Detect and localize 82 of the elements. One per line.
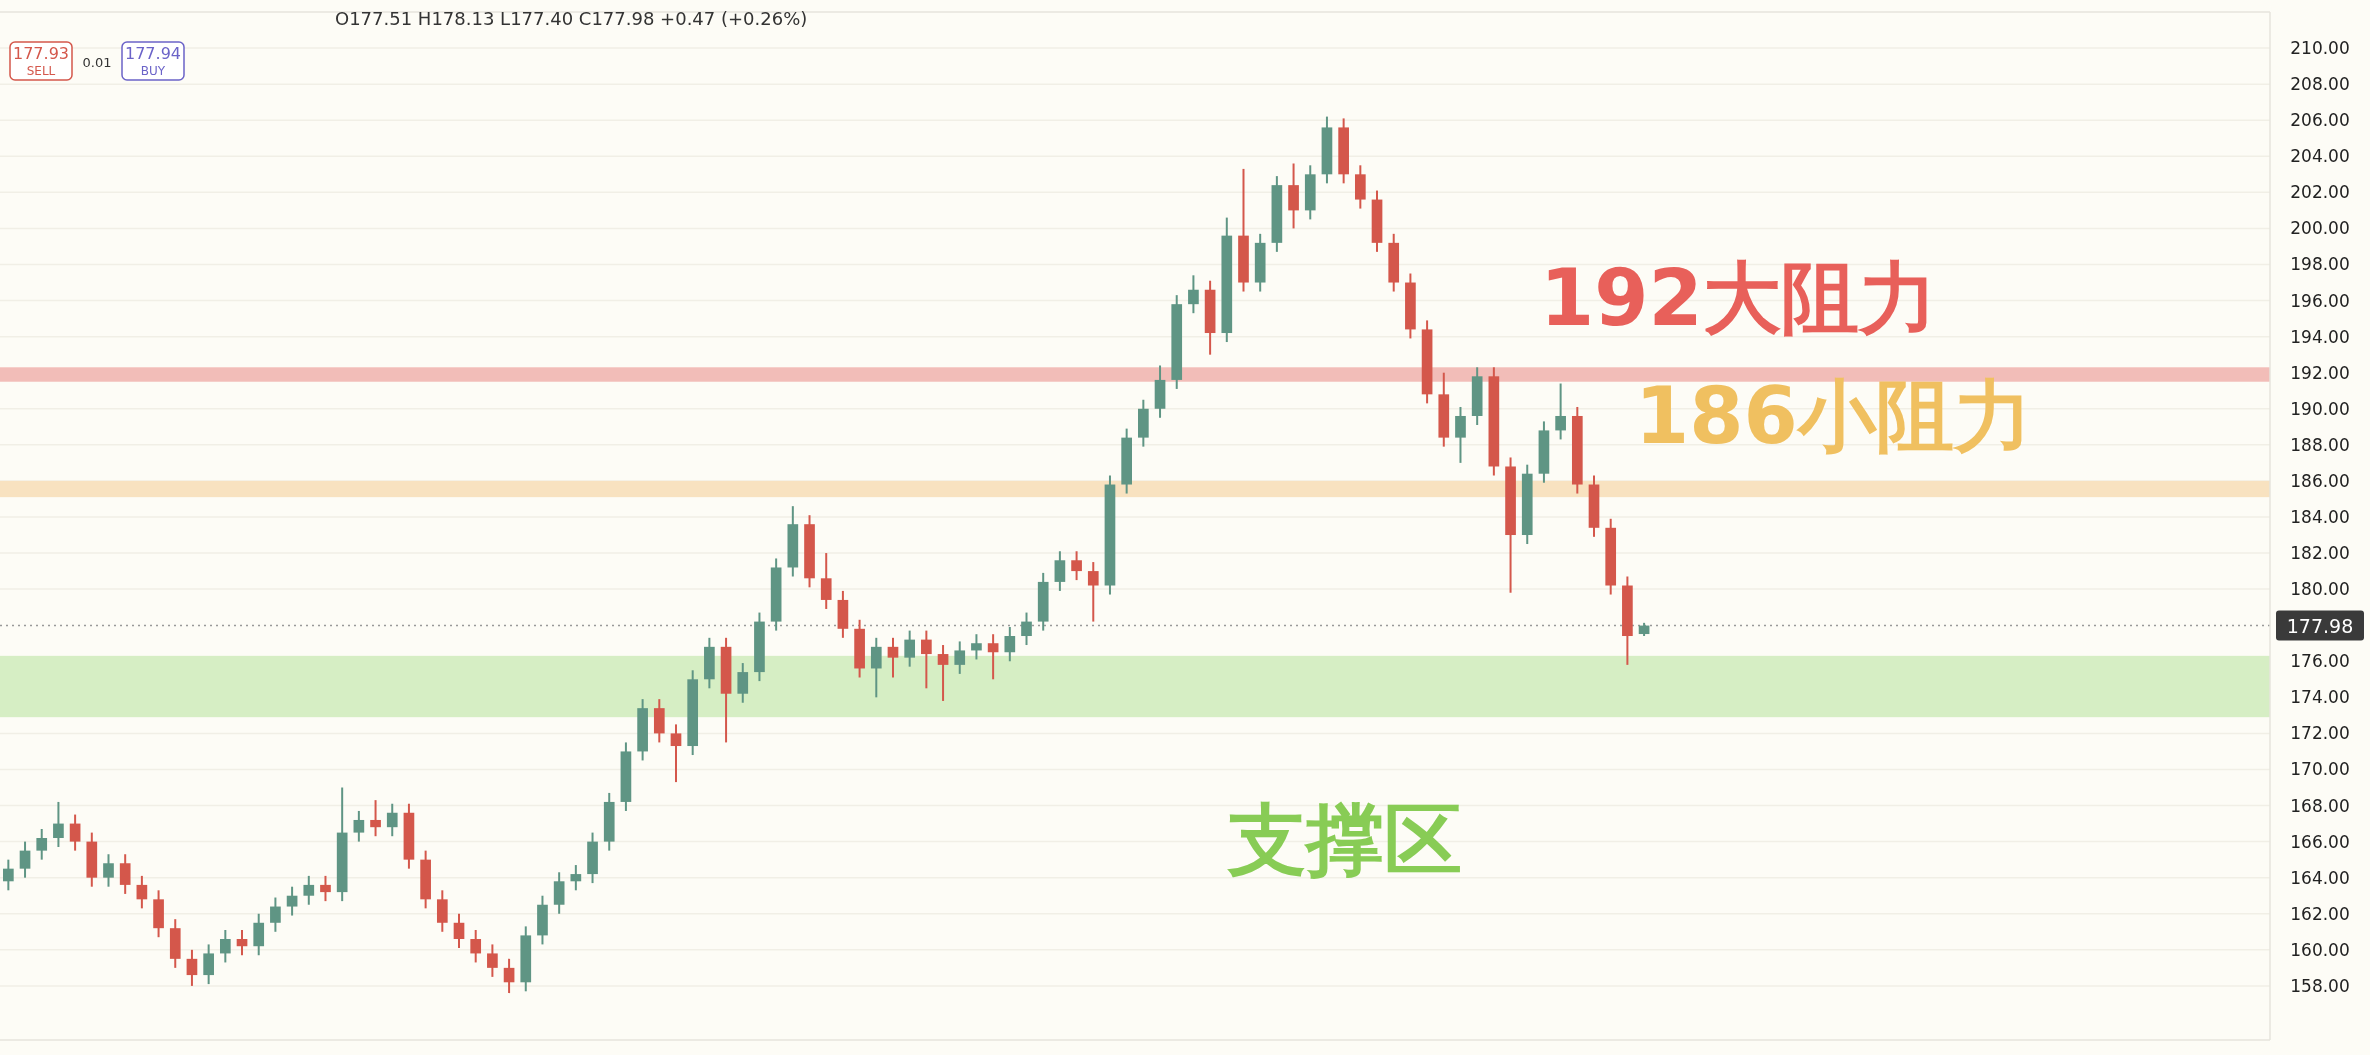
candlestick: [370, 799, 381, 838]
annotation: BUY: [140, 64, 166, 78]
candlestick: [553, 871, 565, 915]
y-tick-label: 198.00: [2290, 254, 2350, 275]
candlestick: [119, 853, 131, 895]
annotation: O177.51 H178.13 L177.40 C177.98 +0.47 (+0.26%): [335, 8, 808, 29]
band-label: 支撑区: [1227, 795, 1462, 886]
y-tick-label: 168.00: [2290, 795, 2350, 816]
candlestick: [1054, 550, 1066, 592]
y-tick-label: 172.00: [2290, 723, 2350, 744]
y-tick-label: 192.00: [2290, 362, 2350, 383]
band-label: 186小阻力: [1635, 370, 2032, 461]
candlestick: [103, 853, 114, 888]
candlestick: [1021, 611, 1032, 647]
candlestick: [937, 644, 949, 702]
candlestick: [487, 943, 498, 978]
y-tick-label: 186.00: [2290, 470, 2350, 491]
y-tick-label: 182.00: [2290, 543, 2350, 564]
candlestick: [1087, 561, 1099, 623]
y-tick-label: 158.00: [2290, 975, 2350, 996]
candlestick: [436, 889, 448, 933]
candlestick: [904, 629, 916, 668]
candlestick: [870, 636, 882, 699]
y-tick-label: 196.00: [2290, 290, 2350, 311]
candlestick: [987, 633, 999, 681]
candlestick: [236, 928, 248, 957]
y-tick-label: 162.00: [2290, 903, 2350, 924]
y-tick-label: 180.00: [2290, 579, 2350, 600]
candlestick: [921, 629, 932, 690]
candlestick: [203, 943, 214, 986]
candlestick: [570, 864, 582, 892]
candlestick: [503, 957, 515, 995]
candlestick: [887, 636, 899, 679]
y-tick-label: 200.00: [2290, 218, 2350, 239]
y-tick-label: 190.00: [2290, 398, 2350, 419]
candlestick: [320, 874, 331, 903]
y-tick-label: 210.00: [2290, 38, 2350, 59]
candlestick: [303, 874, 315, 906]
candlestick: [186, 948, 198, 987]
y-tick-label: 194.00: [2290, 326, 2350, 347]
candlestick: [386, 802, 398, 838]
y-tick-label: 166.00: [2290, 831, 2350, 852]
y-tick-label: 204.00: [2290, 146, 2350, 167]
candlestick: [219, 928, 231, 964]
candlestick: [1071, 550, 1082, 582]
candlestick: [670, 723, 682, 784]
candlestick: [1555, 382, 1566, 441]
y-tick-label: 208.00: [2290, 74, 2350, 95]
y-tick-label: 164.00: [2290, 867, 2350, 888]
y-tick-label: 184.00: [2290, 506, 2350, 527]
band-label: 192大阻力: [1540, 253, 1937, 344]
candlestick: [3, 858, 14, 892]
y-tick-label: 160.00: [2290, 939, 2350, 960]
candlestick: [270, 896, 281, 933]
candlestick: [253, 912, 265, 957]
candlestick: [19, 840, 31, 879]
candlestick: [353, 809, 365, 843]
y-tick-label: 202.00: [2290, 182, 2350, 203]
candlestick: [1188, 274, 1199, 315]
ref-line-label: 177.98: [2286, 614, 2354, 637]
candlestick: [36, 827, 48, 861]
annotation: 177.93: [13, 44, 69, 63]
candlestick: [737, 662, 749, 704]
y-tick-label: 170.00: [2290, 759, 2350, 780]
candlestick: [453, 912, 465, 950]
y-tick-label: 176.00: [2290, 651, 2350, 672]
annotation: 177.94: [125, 44, 181, 63]
candlestick: [1004, 626, 1016, 663]
candlestick: [820, 552, 832, 610]
candlestick: [286, 885, 298, 917]
candlestick: [470, 928, 482, 964]
y-tick-label: 174.00: [2290, 687, 2350, 708]
candlestick: [1455, 405, 1466, 464]
y-tick-label: 206.00: [2290, 110, 2350, 131]
candlestick: [136, 874, 148, 910]
candlestick: [53, 800, 64, 849]
y-tick-label: 188.00: [2290, 434, 2350, 455]
candlestick: [971, 633, 982, 661]
candlestick: [69, 813, 81, 852]
annotation: 0.01: [82, 55, 112, 70]
candlestick: [954, 640, 966, 675]
annotation: SELL: [26, 64, 56, 78]
